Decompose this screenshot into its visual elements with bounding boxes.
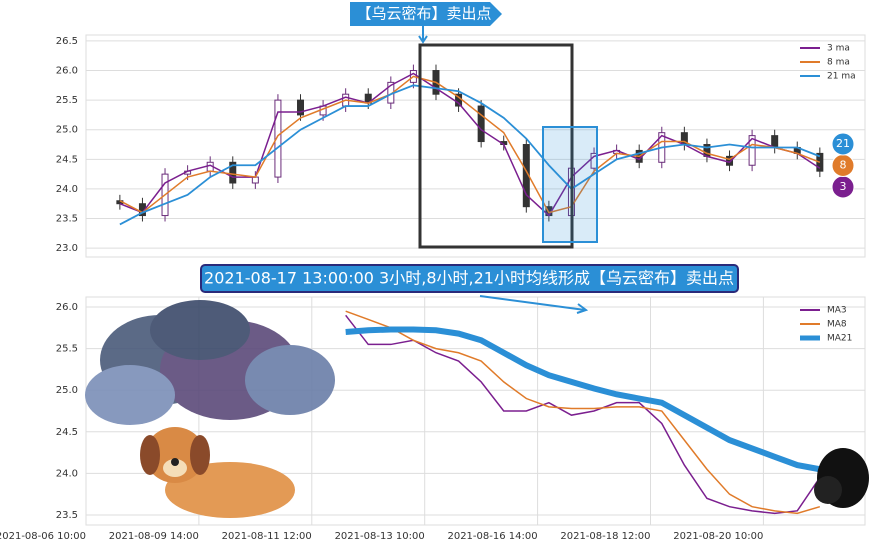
y-tick-label: 25.0 <box>56 125 78 136</box>
candle-body <box>229 161 237 184</box>
ma-line <box>345 310 821 515</box>
candle-body <box>251 176 259 184</box>
y-tick-label: 26.0 <box>56 302 78 313</box>
top-panel <box>85 34 866 258</box>
end-marker-label: 21 <box>836 137 850 150</box>
annotation-arrow-box <box>350 2 502 26</box>
x-tick-label: 2021-08-20 10:00 <box>673 531 763 542</box>
banner-arrow <box>479 295 589 314</box>
y-tick-label: 23.0 <box>56 243 78 254</box>
ma-line <box>119 72 821 217</box>
y-tick-label: 26.5 <box>56 36 78 47</box>
cloud-illustration <box>85 300 335 425</box>
legend-label: 8 ma <box>827 58 850 68</box>
y-tick-label: 26.0 <box>56 66 78 77</box>
y-tick-label: 25.0 <box>56 385 78 396</box>
x-tick-label: 2021-08-06 10:00 <box>0 531 86 542</box>
y-tick-label: 24.0 <box>56 184 78 195</box>
x-tick-label: 2021-08-13 10:00 <box>335 531 425 542</box>
banner-text: 2021-08-17 13:00:00 3小时,8小时,21小时均线形成【乌云密… <box>204 269 734 288</box>
legend-label: MA21 <box>827 334 852 344</box>
x-tick-label: 2021-08-11 12:00 <box>222 531 312 542</box>
signal-box <box>542 126 598 243</box>
legend-label: MA8 <box>827 320 847 330</box>
legend-label: 3 ma <box>827 44 850 54</box>
ma-line <box>345 326 821 473</box>
pattern-box <box>418 43 574 249</box>
y-tick-label: 24.0 <box>56 468 78 479</box>
legend-label: MA3 <box>827 306 847 316</box>
plot-layer <box>85 297 865 525</box>
top-annotation: 【乌云密布】卖出点 <box>356 5 491 23</box>
ma-line <box>119 84 821 226</box>
y-tick-label: 24.5 <box>56 427 78 438</box>
candle-body <box>748 135 756 166</box>
y-tick-label: 23.5 <box>56 214 78 225</box>
y-tick-label: 25.5 <box>56 95 78 106</box>
plot-layer <box>86 40 865 249</box>
dog-illustration <box>140 427 295 518</box>
dark-cloud <box>814 448 869 508</box>
y-tick-label: 24.5 <box>56 154 78 165</box>
x-tick-label: 2021-08-16 14:00 <box>447 531 537 542</box>
candle-body <box>297 99 305 116</box>
ma-line <box>345 314 821 515</box>
candle-body <box>477 105 485 143</box>
candle-body <box>274 99 282 178</box>
annotation-arrow <box>418 26 428 44</box>
y-tick-label: 23.5 <box>56 510 78 521</box>
y-tick-label: 25.5 <box>56 344 78 355</box>
end-marker-label: 3 <box>840 180 847 193</box>
x-tick-label: 2021-08-18 12:00 <box>560 531 650 542</box>
x-tick-label: 2021-08-09 14:00 <box>109 531 199 542</box>
candle-body <box>771 135 779 148</box>
banner <box>200 264 739 293</box>
end-marker-label: 8 <box>840 159 847 172</box>
end-marker <box>831 132 855 156</box>
ma-line <box>119 75 821 214</box>
legend-label: 21 ma <box>827 72 856 82</box>
decorations <box>85 2 869 518</box>
